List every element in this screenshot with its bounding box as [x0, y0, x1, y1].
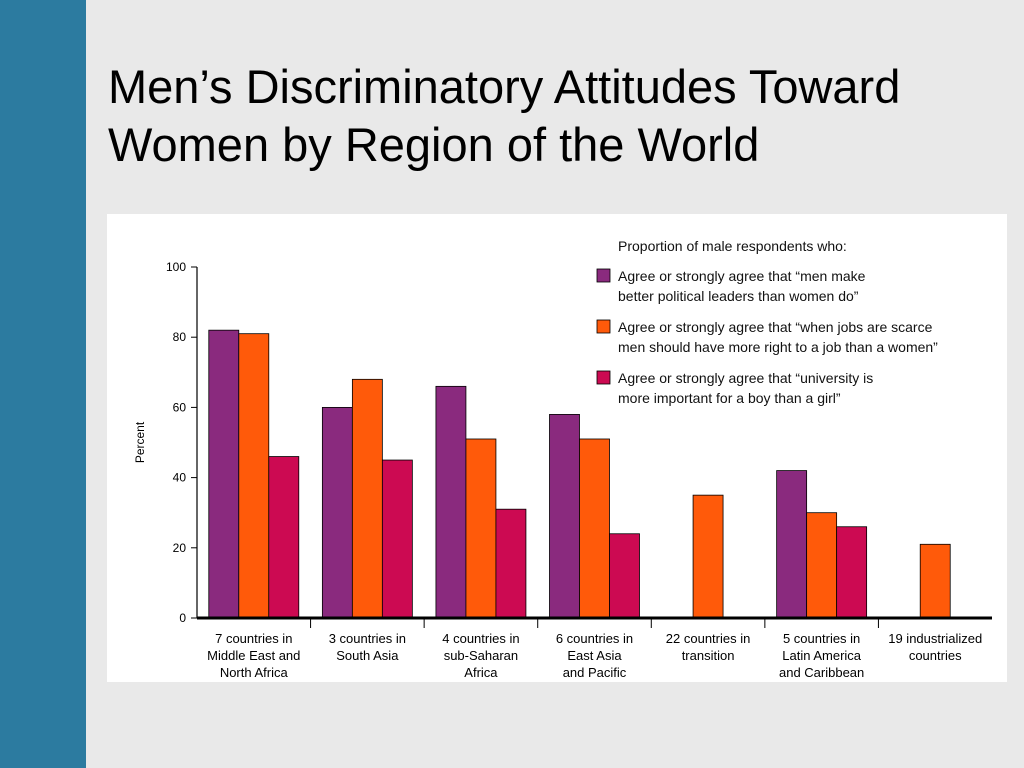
bar	[208, 329, 240, 619]
legend-swatch	[596, 319, 611, 334]
bar	[321, 406, 353, 619]
legend-label: more important for a boy than a girl”	[618, 390, 841, 406]
legend-label: men should have more right to a job than…	[618, 339, 938, 355]
bar	[609, 533, 640, 619]
bar	[381, 459, 413, 619]
category-label: Middle East and	[207, 648, 300, 663]
category-label: Latin America	[782, 648, 862, 663]
y-tick-label: 20	[173, 541, 187, 555]
bar	[836, 526, 868, 619]
legend-swatch	[596, 268, 611, 283]
bar	[549, 414, 580, 619]
category-label: 5 countries in	[783, 631, 860, 646]
y-axis-label: Percent	[133, 421, 147, 463]
category-label: countries	[909, 648, 962, 663]
slide-title: Men’s Discriminatory Attitudes Toward Wo…	[108, 58, 1008, 174]
legend-label: Agree or strongly agree that “university…	[618, 370, 873, 386]
category-label: sub-Saharan	[444, 648, 518, 663]
category-label: 19 industrialized	[888, 631, 982, 646]
y-tick-label: 80	[173, 330, 187, 344]
bar	[268, 456, 300, 619]
legend-label: better political leaders than women do”	[618, 288, 859, 304]
bar	[495, 508, 527, 619]
slide-title-line-1: Men’s Discriminatory Attitudes Toward	[108, 60, 901, 113]
category-label: East Asia	[567, 648, 622, 663]
category-label: and Caribbean	[779, 665, 864, 680]
legend-title: Proportion of male respondents who:	[618, 238, 847, 254]
category-label: 7 countries in	[215, 631, 292, 646]
category-label: North Africa	[220, 665, 289, 680]
bar-chart: 0 20 40 60 80 100 Percent 7 countries in Middle …	[133, 238, 992, 680]
bar	[579, 438, 610, 619]
y-tick-label: 60	[173, 400, 187, 414]
bar	[692, 494, 724, 619]
bar	[919, 543, 951, 619]
legend-label: Agree or strongly agree that “when jobs …	[618, 319, 933, 335]
legend-label: Agree or strongly agree that “men make	[618, 268, 866, 284]
category-label: 4 countries in	[442, 631, 519, 646]
sidebar-accent-bar	[0, 0, 86, 768]
category-label: 3 countries in	[329, 631, 406, 646]
bar	[806, 512, 838, 619]
category-label: Africa	[464, 665, 498, 680]
bar	[465, 438, 497, 619]
bar	[776, 470, 808, 619]
y-tick-label: 40	[173, 471, 187, 485]
slide-title-line-2: Women by Region of the World	[108, 118, 760, 171]
category-label: 22 countries in	[666, 631, 751, 646]
category-label: South Asia	[336, 648, 399, 663]
category-label: and Pacific	[563, 665, 627, 680]
category-label: transition	[682, 648, 735, 663]
legend-swatch	[596, 370, 611, 385]
bar	[435, 385, 467, 619]
chart-panel: 0 20 40 60 80 100 Percent 7 countries in Middle …	[107, 214, 1007, 682]
y-tick-label: 100	[166, 260, 186, 274]
bar	[351, 378, 383, 619]
category-label: 6 countries in	[556, 631, 633, 646]
bar	[238, 333, 270, 619]
y-tick-label: 0	[179, 611, 186, 625]
